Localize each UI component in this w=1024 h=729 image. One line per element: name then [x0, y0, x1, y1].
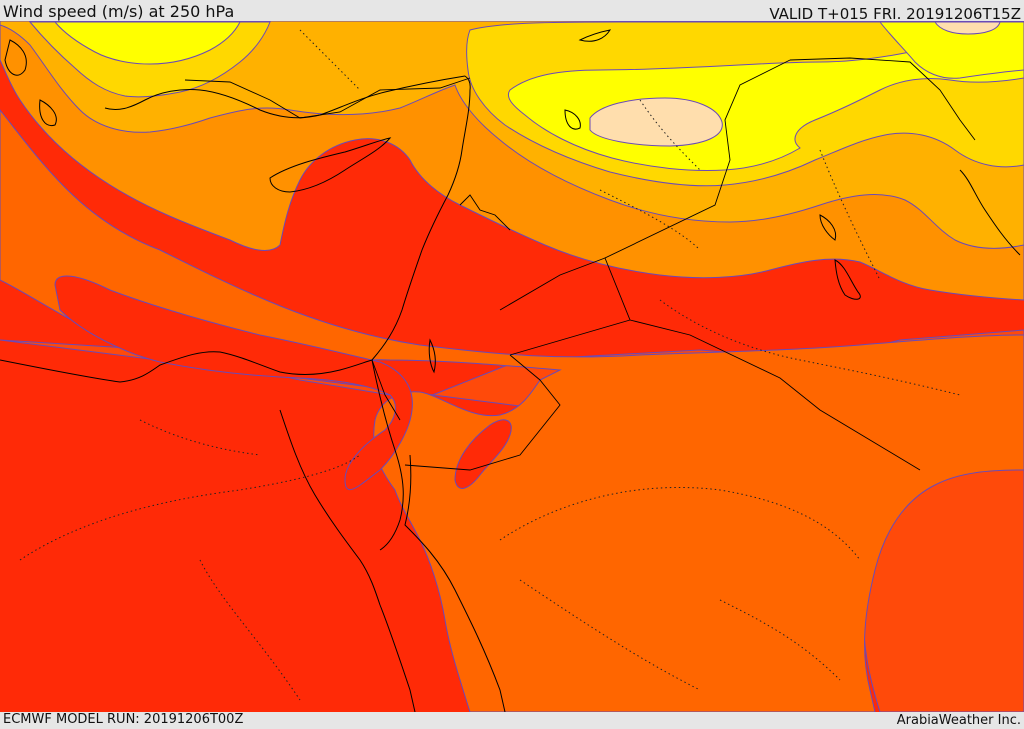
valid-time-label: VALID T+015 FRI. 20191206T15Z	[769, 5, 1021, 23]
header-bar: Wind speed (m/s) at 250 hPa VALID T+015 …	[0, 0, 1024, 23]
map-title: Wind speed (m/s) at 250 hPa	[3, 2, 235, 21]
coastlines	[0, 29, 1021, 712]
band-lowest-lobe	[54, 275, 413, 491]
band-mid-low	[0, 109, 1024, 712]
band-very-high-nw	[53, 21, 241, 65]
model-run-label: ECMWF MODEL RUN: 20191206T00Z	[3, 712, 244, 727]
band-very-high-north	[878, 21, 1024, 79]
map-canvas	[0, 21, 1024, 712]
admin-boundaries	[19, 29, 961, 701]
credit-label: ArabiaWeather Inc.	[896, 713, 1021, 728]
footer-bar: ECMWF MODEL RUN: 20191206T00Z ArabiaWeat…	[0, 712, 1024, 729]
band-lowest-spot	[454, 419, 512, 489]
borders	[184, 57, 976, 471]
band-peak-north	[934, 21, 1001, 35]
wind-speed-map	[0, 21, 1024, 712]
